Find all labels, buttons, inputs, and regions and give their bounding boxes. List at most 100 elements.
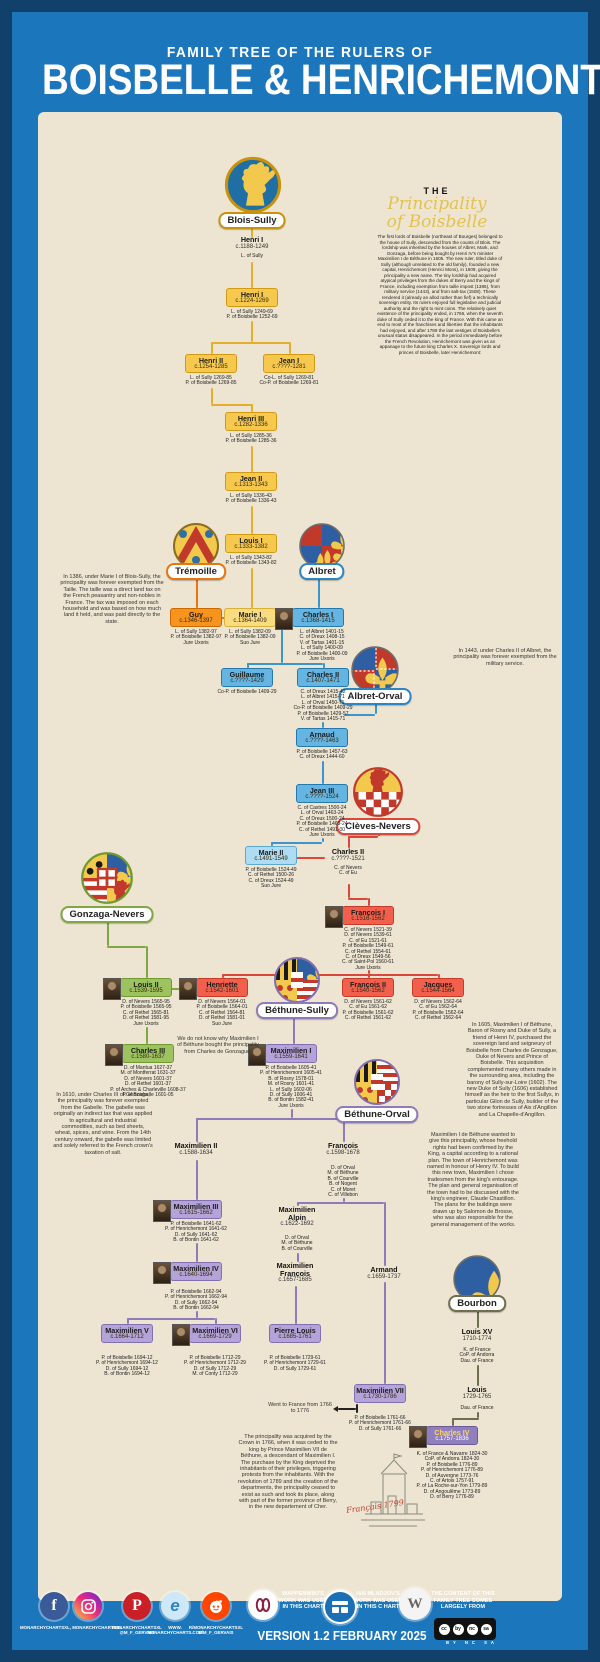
person-arnaud: Arnaud c.????-1463	[296, 728, 348, 748]
tree-line	[107, 918, 109, 946]
person-details: D. of Orval M. of Béthune B. of Courvill…	[281, 1235, 313, 1252]
tree-line	[271, 842, 322, 844]
wappenwiki-logo-icon	[248, 1590, 278, 1620]
house-label-tremoille: Trémoille	[166, 563, 226, 580]
tree-line	[452, 1418, 454, 1426]
tree-line	[343, 1198, 345, 1202]
mladjov-credit: IAN MLADJOV'S WORK WAS USED IN THIS C HA…	[353, 1591, 403, 1611]
person-marie-ii: Marie II c.1491-1549	[245, 846, 297, 866]
portrait	[153, 1261, 171, 1284]
tree-line	[322, 761, 324, 784]
tree-line	[196, 1160, 198, 1200]
person-louis-xv: Louis XV 1710-1774	[461, 1327, 493, 1342]
person-details: P. of Boisbelle 1712-29 P. of Henrichemo…	[184, 1355, 246, 1378]
person-louis-ii: Louis II c.1539-1595	[103, 977, 172, 1000]
tree-line	[251, 228, 253, 238]
person-details: C. of Nevers 1521-39 D. of Nevers 1539-6…	[342, 927, 394, 971]
person-details: L. of Sully	[241, 253, 263, 259]
person-details: D. of Nevers 1562-64 C. of Eu 1562-64 P.…	[412, 999, 464, 1022]
person-maximilien-i: Maximilien I c.1559-1641	[248, 1043, 317, 1066]
person-armand: Armand c.1659-1737	[367, 1265, 401, 1280]
house-label-albret-orval: Albret-Orval	[338, 688, 412, 705]
person-details: C. of Nevers C. of Eu	[334, 865, 362, 877]
intro-kicker: THE	[423, 186, 451, 196]
tree-line	[281, 627, 283, 663]
tree-line	[196, 1243, 198, 1262]
tree-line	[348, 836, 350, 848]
person-guillaume: Guillaume c.????-1429	[221, 668, 273, 688]
wikipedia-logo-icon: W	[399, 1588, 431, 1620]
mladjov-logo-icon	[323, 1590, 357, 1624]
person-maximilien-iii: Maximilien III c.1615-1662	[153, 1199, 222, 1222]
tree-line	[211, 404, 253, 406]
person-pierre-louis: Pierre Louis c.1685-1761	[269, 1324, 321, 1344]
tree-line	[293, 1014, 295, 1044]
albret-orval-arms-icon	[351, 646, 399, 694]
person-louis-dauphin: Louis 1729-1765	[462, 1385, 492, 1400]
person-charles-iii: Charles III c.1580-1637	[105, 1043, 174, 1066]
tree-line	[222, 974, 438, 976]
tree-line	[251, 321, 253, 342]
person-henri-i-elder: Henri I c.1188-1249	[235, 235, 269, 250]
annotation-arrow-line	[356, 1404, 358, 1413]
tree-line	[146, 946, 148, 978]
person-details: L. of Sully 1336-43 P. of Boisbelle 1336…	[225, 493, 277, 505]
portrait	[179, 977, 197, 1000]
house-label-blois-sully: Blois-Sully	[218, 212, 286, 229]
person-details: P. of Boisbelle 1662-94 P. of Henrichemo…	[165, 1289, 227, 1312]
note-gabelle: In 1610, under Charles III of Gonzaga, t…	[53, 1092, 153, 1156]
person-details: C. of Castres 1500-24 L. of Orval 1463-2…	[296, 805, 348, 839]
person-details: L. of Sully 1382-09 P. of Boisbelle 1382…	[224, 629, 276, 646]
person-details: L. of Sully 1343-82 P. of Boisbelle 1343…	[225, 555, 277, 567]
person-henri-i: Henri I c.1224-1269	[226, 288, 278, 308]
tree-line	[348, 898, 368, 900]
note-went-to-france: Went to France from 1766 to 1776	[268, 1402, 332, 1415]
tree-line	[127, 1318, 129, 1324]
person-francois-bethune: François c.1598-1678	[326, 1141, 360, 1156]
tree-line	[289, 342, 291, 354]
tree-line	[196, 1118, 198, 1142]
facebook-icon: f	[40, 1592, 68, 1620]
tree-line	[297, 1202, 299, 1206]
person-details: L. of Albret 1401-15 C. of Dreux 1408-15…	[296, 629, 348, 663]
note-purchase-1605: In 1605, Maximilien I of Béthune, Baron …	[465, 1022, 559, 1118]
person-jean-i: Jean I c.????-1281	[263, 354, 315, 374]
bethune-sully-arms-icon	[274, 957, 320, 1003]
person-details: L. of Sully 1269-85 P. of Boisbelle 1269…	[185, 375, 237, 387]
person-charles-i: Charles I c.1368-1415	[275, 607, 344, 630]
cc-license-badge: cc by nc sa	[434, 1618, 496, 1640]
person-details: Co-L. of Sully 1269-81 Co-P. of Boisbell…	[259, 375, 319, 387]
person-details: P. of Boisbelle 1729-61 P. of Henrichemo…	[264, 1355, 326, 1372]
social-handle-reddit: R/MONARCHYCHARTSXL U/M_F_GERVAIS	[188, 1625, 244, 1636]
person-charles-iv: Charles IV c.1757-1836	[409, 1425, 478, 1448]
tree-line	[295, 1286, 297, 1324]
tree-line	[222, 974, 224, 978]
tree-line	[297, 1253, 299, 1262]
tree-line	[344, 714, 375, 716]
person-charles-ii-nevers: Charles II c.????-1521	[331, 847, 365, 862]
portrait	[172, 1323, 190, 1346]
person-details: D. of Nevers 1565-95 P. of Boisbelle 156…	[120, 999, 172, 1027]
tree-line	[219, 617, 227, 619]
tree-line	[477, 1308, 479, 1328]
person-maximilien-ii: Maximilien II c.1588-1634	[174, 1141, 218, 1156]
person-maximilien-iv: Maximilien IV c.1640-1694	[153, 1261, 222, 1284]
tree-line	[384, 1202, 386, 1266]
tree-line	[211, 388, 213, 404]
portrait	[103, 977, 121, 1000]
intro-title-line2: of Boisbelle	[386, 212, 488, 232]
person-details: P. of Boisbelle 1641-62 P. of Henrichemo…	[165, 1221, 227, 1244]
tree-line	[211, 342, 213, 354]
person-guy: Guy c.1346-1397	[170, 608, 222, 628]
social-handle-web: WWW. MONARCHYCHARTS.COM	[147, 1625, 203, 1636]
bethune-orval-arms-icon	[354, 1059, 400, 1105]
person-maximilien-vii: Maximilien VII c.1730-1786	[354, 1384, 406, 1404]
person-henri-ii: Henri II c.1254-1285	[185, 354, 237, 374]
tree-line	[348, 884, 350, 898]
cc-nc-icon: nc	[466, 1623, 478, 1635]
person-details: L. of Sully 1285-36 P. of Boisbelle 1285…	[225, 433, 277, 445]
house-label-gonzaga-nevers: Gonzaga-Nevers	[60, 906, 154, 923]
person-jacques: Jacques c.1544-1564	[412, 978, 464, 998]
tree-line	[323, 663, 325, 668]
cleves-nevers-arms-icon	[353, 767, 403, 817]
